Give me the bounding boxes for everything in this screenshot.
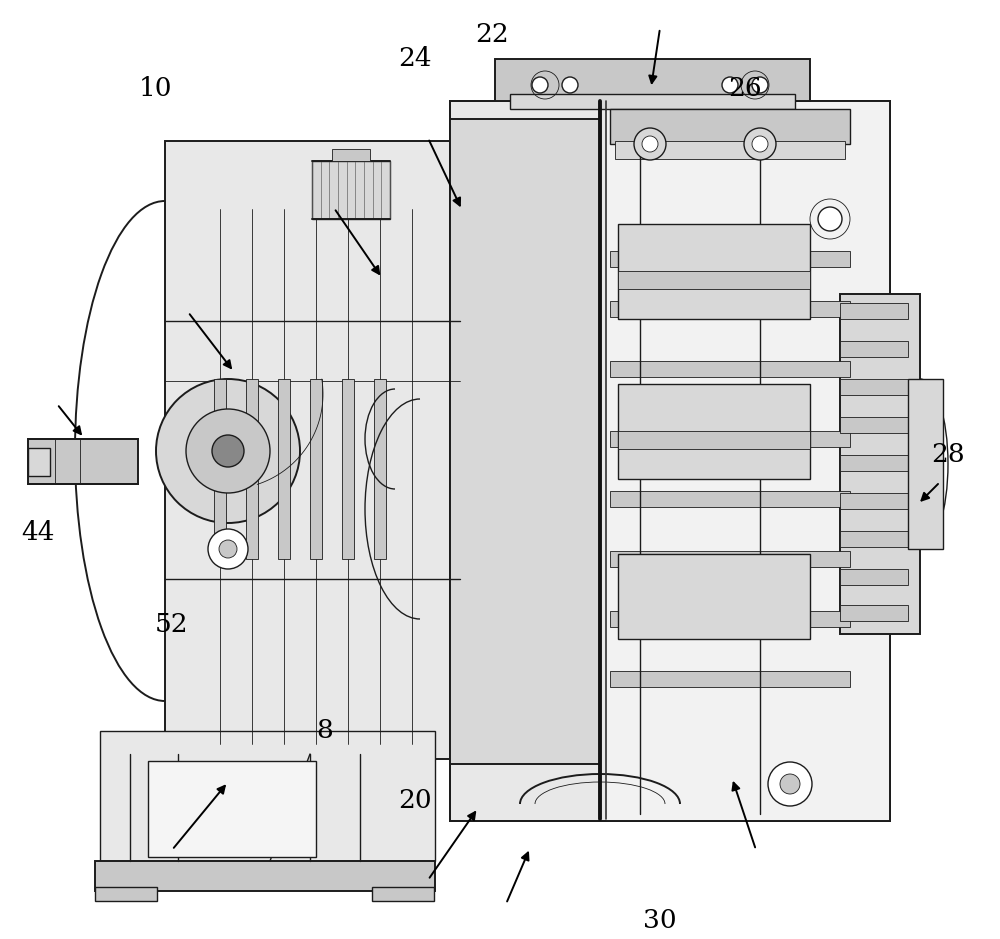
- Bar: [610, 611, 850, 627]
- Bar: [610, 551, 850, 567]
- Text: 8: 8: [317, 717, 333, 743]
- Circle shape: [212, 435, 244, 467]
- Bar: [28, 448, 50, 476]
- Bar: [840, 569, 908, 585]
- Bar: [840, 303, 908, 319]
- Circle shape: [532, 77, 548, 93]
- Bar: [510, 94, 795, 109]
- Text: 22: 22: [475, 23, 509, 48]
- Circle shape: [219, 540, 237, 558]
- Bar: [840, 417, 908, 433]
- Bar: [840, 455, 908, 471]
- Text: 24: 24: [398, 45, 432, 70]
- Circle shape: [722, 77, 738, 93]
- Bar: [332, 149, 370, 161]
- Circle shape: [634, 128, 666, 160]
- Bar: [372, 887, 434, 901]
- Bar: [610, 109, 850, 144]
- Bar: [310, 379, 322, 559]
- Text: 44: 44: [21, 520, 55, 546]
- Bar: [246, 379, 258, 559]
- Bar: [615, 141, 845, 159]
- Text: 52: 52: [155, 612, 189, 638]
- Text: 26: 26: [728, 75, 762, 100]
- Bar: [450, 101, 890, 821]
- Circle shape: [186, 409, 270, 493]
- Bar: [100, 731, 435, 861]
- Bar: [495, 59, 810, 101]
- Circle shape: [818, 207, 842, 231]
- Bar: [840, 605, 908, 621]
- Bar: [165, 141, 460, 759]
- Bar: [610, 671, 850, 687]
- Text: 30: 30: [643, 907, 677, 932]
- Bar: [450, 101, 890, 821]
- Bar: [610, 301, 850, 317]
- Bar: [214, 379, 226, 559]
- Bar: [374, 379, 386, 559]
- Circle shape: [752, 136, 768, 152]
- Bar: [278, 379, 290, 559]
- Bar: [610, 431, 850, 447]
- Circle shape: [780, 774, 800, 794]
- Circle shape: [642, 136, 658, 152]
- Bar: [610, 361, 850, 377]
- Bar: [840, 493, 908, 509]
- Circle shape: [752, 77, 768, 93]
- Text: 10: 10: [138, 75, 172, 100]
- Bar: [610, 251, 850, 267]
- Bar: [840, 294, 920, 634]
- Bar: [840, 379, 908, 395]
- Circle shape: [156, 379, 300, 523]
- Bar: [95, 861, 435, 891]
- Bar: [312, 161, 390, 219]
- Bar: [606, 101, 890, 821]
- Text: 20: 20: [398, 788, 432, 812]
- Bar: [840, 531, 908, 547]
- Bar: [840, 341, 908, 357]
- Bar: [618, 384, 810, 479]
- Bar: [450, 119, 600, 764]
- Bar: [95, 887, 157, 901]
- Bar: [618, 554, 810, 639]
- Bar: [342, 379, 354, 559]
- Bar: [618, 224, 810, 319]
- Circle shape: [768, 762, 812, 806]
- Circle shape: [208, 529, 248, 569]
- Text: 28: 28: [931, 442, 965, 468]
- Bar: [908, 379, 943, 549]
- Bar: [618, 431, 810, 449]
- Circle shape: [562, 77, 578, 93]
- Bar: [610, 491, 850, 507]
- Bar: [28, 439, 138, 484]
- Circle shape: [744, 128, 776, 160]
- Bar: [618, 271, 810, 289]
- Bar: [148, 761, 316, 857]
